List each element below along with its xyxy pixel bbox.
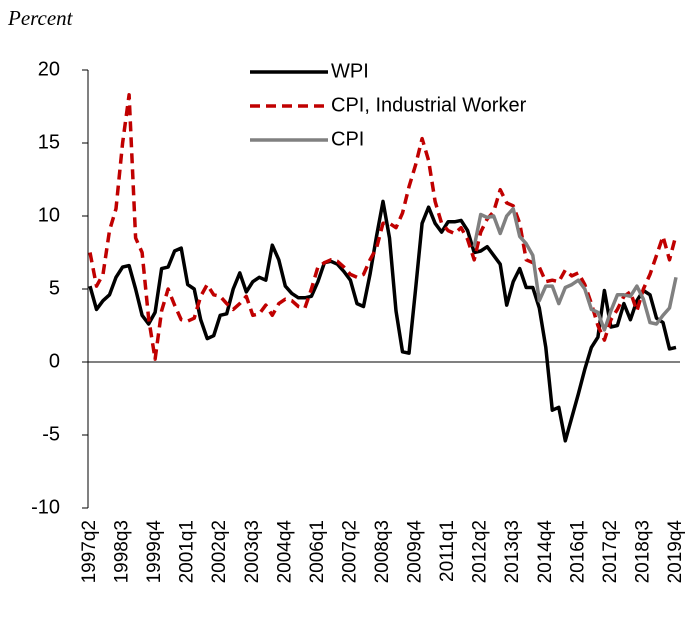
y-tick-label: 5 [49,277,60,299]
legend-label: WPI [331,60,369,82]
x-tick-label: 2013q3 [502,520,523,583]
y-tick-label: 15 [38,131,60,153]
x-tick-label: 2018q3 [632,520,653,583]
y-tick-label: -5 [42,423,60,445]
x-tick-label: 1997q2 [79,520,100,583]
x-tick-label: 1999q4 [144,520,165,584]
x-tick-label: 2019q4 [665,520,686,584]
series-line [88,199,677,443]
x-tick-label: 2011q1 [437,520,458,582]
series-line [472,206,678,332]
y-tick-label: 0 [49,350,60,372]
x-tick-label: 2002q2 [209,520,230,583]
y-tick-label: 20 [38,58,60,80]
legend-label: CPI [331,128,364,150]
x-tick-label: 2006q1 [307,520,328,583]
x-tick-label: 1998q3 [112,520,133,583]
x-tick-label: 2003q3 [242,520,263,583]
x-tick-label: 2014q4 [535,520,556,584]
x-tick-label: 2017q2 [600,520,621,583]
y-tick-label: 10 [38,204,60,226]
x-tick-label: 2007q2 [339,520,360,583]
x-tick-label: 2004q4 [274,520,295,584]
chart-title: Percent [7,6,74,30]
y-tick-label: -10 [31,496,60,518]
x-tick-label: 2012q2 [470,520,491,583]
series-line [88,93,678,361]
x-tick-label: 2009q4 [405,520,426,584]
x-tick-label: 2001q1 [177,520,198,583]
x-tick-label: 2008q3 [372,520,393,583]
legend-label: CPI, Industrial Worker [331,94,527,116]
x-tick-label: 2016q1 [567,520,588,583]
